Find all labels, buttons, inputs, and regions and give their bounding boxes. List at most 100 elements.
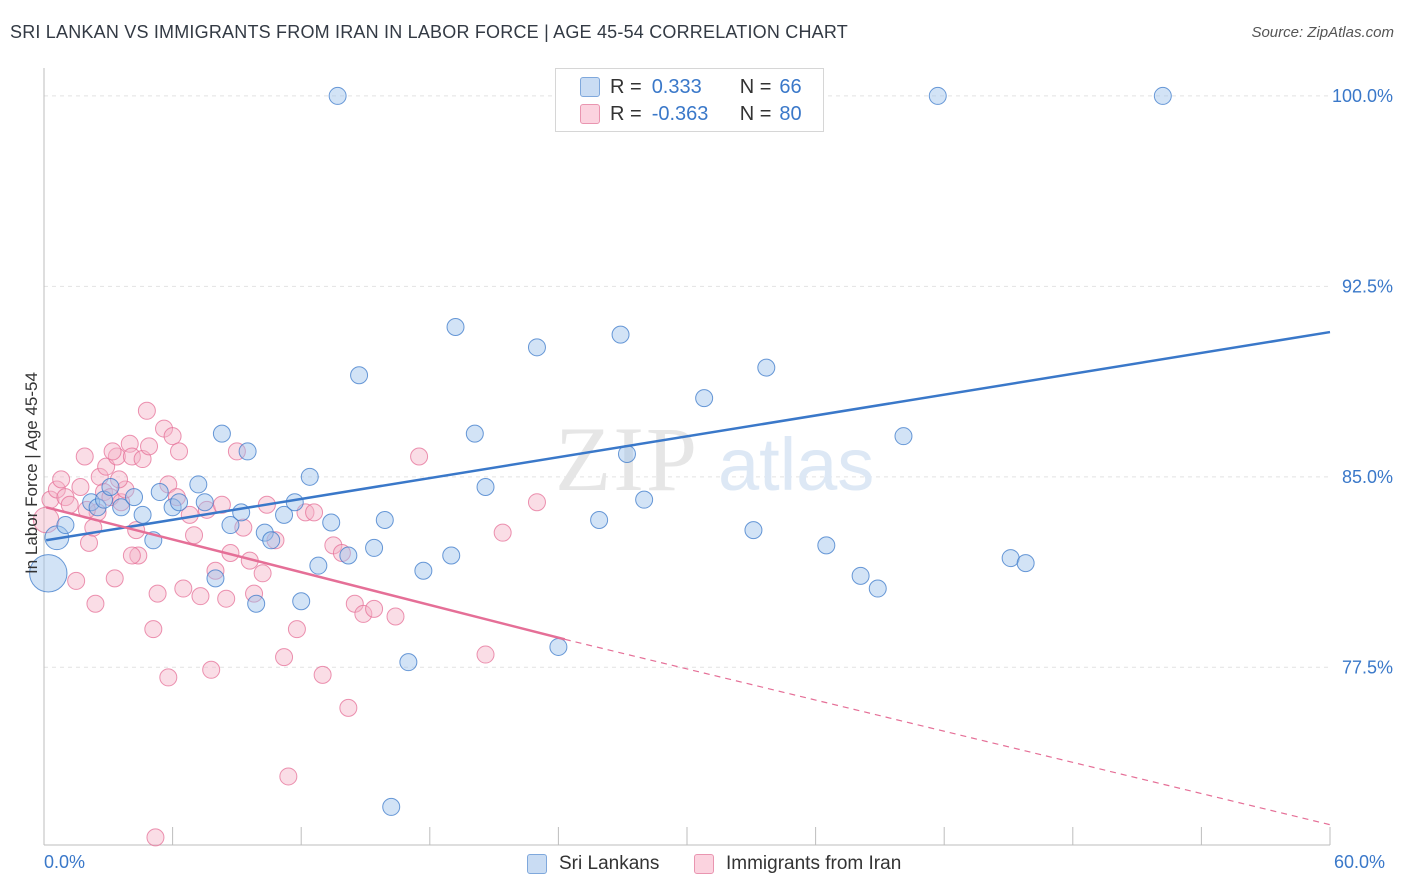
data-point (410, 447, 429, 466)
data-point (476, 645, 495, 664)
data-point (238, 442, 257, 461)
data-point (227, 442, 246, 461)
data-point (133, 505, 152, 524)
data-point (275, 505, 294, 524)
data-point (206, 569, 225, 588)
data-point (86, 594, 105, 613)
y-tick-label: 100.0% (1332, 86, 1393, 106)
data-point (170, 493, 189, 512)
watermark: ZIP atlas (555, 408, 874, 510)
bottom-legend-iran: Immigrants from Iran (694, 851, 901, 877)
data-point (527, 338, 546, 357)
data-point (217, 589, 236, 608)
data-point (262, 531, 281, 550)
data-point (266, 531, 285, 550)
data-point (122, 546, 141, 565)
legend-n-label: N = (739, 102, 772, 125)
bottom-legend-swatch-pink (694, 854, 714, 874)
bottom-legend-srilankan: Sri Lankans (527, 851, 659, 877)
data-point (112, 498, 131, 517)
data-point (279, 767, 298, 786)
data-point (611, 325, 630, 344)
data-point (354, 604, 373, 623)
y-tick-labels: 77.5% 85.0% 92.5% 100.0% (1332, 86, 1393, 677)
data-point (150, 483, 169, 502)
data-point (339, 546, 358, 565)
legend-n-label: N = (739, 75, 772, 98)
data-point (212, 495, 231, 514)
data-point (300, 467, 319, 486)
chart-title: SRI LANKAN VS IMMIGRANTS FROM IRAN IN LA… (10, 22, 848, 42)
y-tick-label: 77.5% (1342, 657, 1393, 677)
data-point (493, 523, 512, 542)
data-point (549, 637, 568, 656)
data-point (894, 427, 913, 446)
legend-row-iran: R = -0.363 N = 80 (580, 101, 802, 127)
y-tick-label: 92.5% (1342, 276, 1393, 296)
data-point (476, 477, 495, 496)
data-point (399, 653, 418, 672)
data-point (137, 401, 156, 420)
data-point (232, 503, 251, 522)
data-point (163, 427, 182, 446)
data-point (52, 470, 71, 489)
data-point (101, 477, 120, 496)
x-tick-min: 0.0% (44, 852, 86, 872)
legend-swatch-blue (580, 77, 600, 97)
data-point (817, 536, 836, 555)
data-point (71, 477, 90, 496)
data-point (75, 447, 94, 466)
legend-row-srilankan: R = 0.333 N = 66 (580, 74, 802, 100)
data-point (159, 668, 178, 687)
x-tick-max: 60.0% (1334, 852, 1386, 872)
data-point (465, 424, 484, 443)
srilankan-trend-line (45, 330, 1331, 542)
data-point (527, 493, 546, 512)
data-point (313, 665, 332, 684)
data-point (122, 447, 141, 466)
data-point (1016, 554, 1035, 573)
data-point (88, 498, 107, 517)
legend-swatch-pink (580, 104, 600, 124)
data-point (375, 510, 394, 529)
data-point (382, 797, 401, 816)
data-point (146, 828, 165, 847)
data-point (67, 571, 86, 590)
data-point (305, 503, 324, 522)
data-point (365, 599, 384, 618)
legend-n-value: 80 (779, 102, 802, 125)
data-point (255, 523, 274, 542)
data-point (206, 561, 225, 580)
data-point (275, 648, 294, 667)
watermark-zip: ZIP (555, 408, 699, 510)
data-point (386, 607, 405, 626)
data-point (446, 318, 465, 336)
data-point (851, 566, 870, 585)
data-point (1001, 549, 1020, 568)
data-point (185, 526, 204, 545)
y-axis-label: In Labor Force | Age 45-54 (22, 372, 41, 574)
data-point (125, 488, 144, 507)
data-point (322, 513, 341, 532)
data-point (202, 660, 221, 679)
data-point (56, 516, 75, 535)
data-point (414, 561, 433, 580)
data-point (212, 424, 231, 443)
data-point (928, 86, 947, 105)
data-point (103, 442, 122, 461)
data-point (292, 592, 311, 611)
data-point (350, 366, 369, 385)
legend-r-value: 0.333 (651, 75, 702, 98)
data-point (339, 698, 358, 717)
legend: R = 0.333 N = 66 R = -0.363 N = 80 (555, 68, 824, 132)
grid-lines (44, 95, 1330, 668)
data-point (1153, 86, 1172, 105)
data-point (285, 493, 304, 512)
legend-r-label: R = (610, 75, 642, 98)
bottom-legend-swatch-blue (527, 854, 547, 874)
data-point (148, 584, 167, 603)
data-point (309, 556, 328, 575)
data-point (191, 587, 210, 606)
data-point (189, 475, 208, 494)
data-point (105, 569, 124, 588)
